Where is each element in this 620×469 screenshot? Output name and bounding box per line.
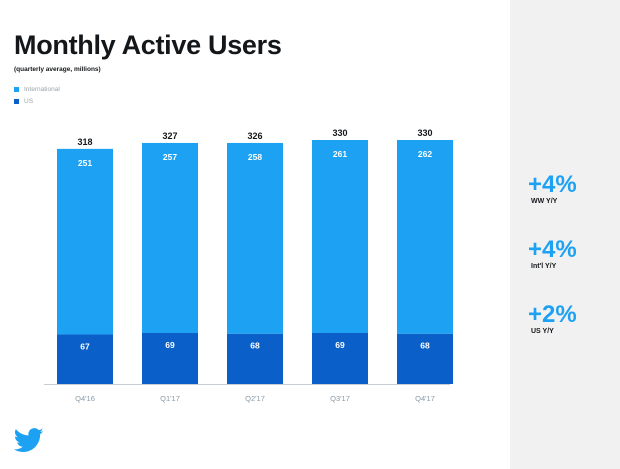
stat-intl-yoy: +4% Int'l Y/Y	[528, 236, 577, 271]
data-label-total-2: 326	[247, 131, 262, 141]
data-label-us-1: 69	[165, 340, 175, 350]
bar-us-1	[142, 332, 198, 384]
data-label-us-4: 68	[420, 341, 430, 351]
bar-us-3	[312, 332, 368, 384]
bar-us-0	[57, 334, 113, 384]
bar-international-4	[397, 140, 453, 334]
legend-swatch-us	[14, 99, 19, 104]
data-label-international-4: 262	[418, 149, 432, 159]
x-tick-label-0: Q4'16	[75, 394, 95, 403]
stat-ww-label: WW Y/Y	[531, 198, 558, 205]
legend-label-international: International	[24, 86, 60, 93]
data-label-total-3: 330	[332, 128, 347, 138]
slide-sidebar	[510, 0, 620, 469]
twitter-bird-icon	[14, 428, 44, 452]
data-label-us-0: 67	[80, 341, 90, 351]
x-tick-label-4: Q4'17	[415, 394, 435, 403]
bar-international-1	[142, 142, 198, 333]
stat-us-value: +2%	[528, 301, 577, 328]
legend-label-us: US	[24, 98, 34, 105]
chart-subtitle: (quarterly average, millions)	[14, 66, 101, 73]
data-label-total-4: 330	[417, 128, 432, 138]
legend-item-us: US	[14, 98, 33, 105]
x-tick-label-1: Q1'17	[160, 394, 180, 403]
data-label-international-0: 251	[78, 158, 92, 168]
data-label-international-3: 261	[333, 149, 347, 159]
stat-intl-value: +4%	[528, 236, 577, 263]
chart-title: Monthly Active Users	[14, 30, 282, 60]
legend-item-international: International	[14, 86, 60, 93]
data-label-us-3: 69	[335, 340, 345, 350]
data-label-total-0: 318	[77, 137, 92, 147]
stat-us-label: US Y/Y	[531, 328, 554, 335]
stat-ww-value: +4%	[528, 171, 577, 198]
bar-international-2	[227, 142, 283, 334]
bar-us-2	[227, 333, 283, 384]
legend-swatch-international	[14, 87, 19, 92]
data-label-international-2: 258	[248, 152, 262, 162]
x-tick-label-3: Q3'17	[330, 394, 350, 403]
stat-us-yoy: +2% US Y/Y	[528, 301, 577, 336]
bar-us-4	[397, 333, 453, 384]
stat-intl-label: Int'l Y/Y	[531, 263, 557, 270]
data-label-international-1: 257	[163, 152, 177, 162]
bar-international-0	[57, 148, 113, 335]
data-label-total-1: 327	[162, 131, 177, 141]
stat-ww-yoy: +4% WW Y/Y	[528, 171, 577, 206]
stacked-bar-chart: 67 251 318 Q4'16 69 257 327 Q1'17 68 258 326 Q2'17 6…	[44, 128, 453, 403]
data-label-us-2: 68	[250, 341, 260, 351]
bar-international-3	[312, 140, 368, 333]
x-tick-label-2: Q2'17	[245, 394, 265, 403]
